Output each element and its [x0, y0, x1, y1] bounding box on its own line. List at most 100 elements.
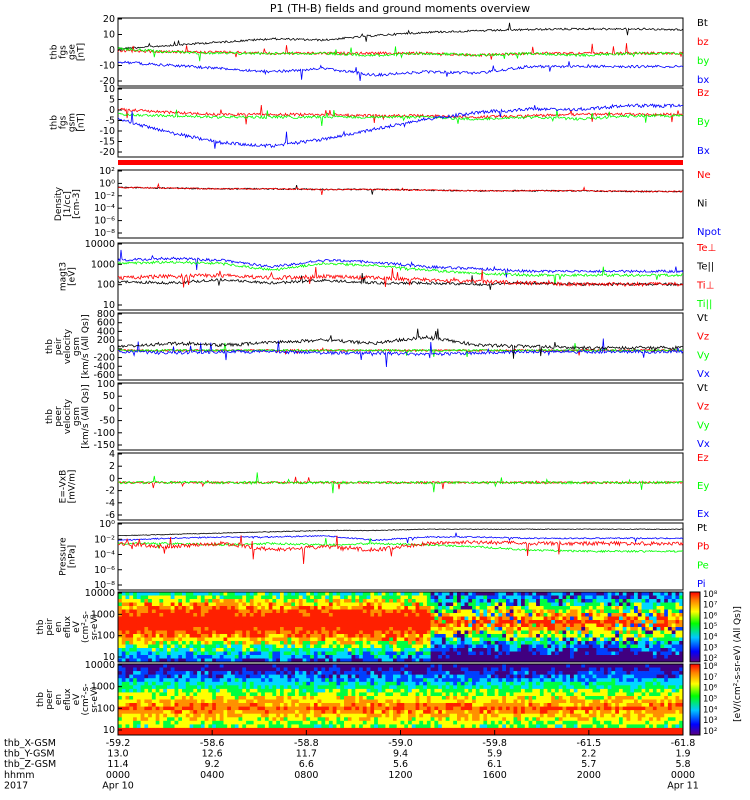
spectrogram-cell: [200, 674, 206, 679]
spectrogram-cell: [283, 720, 288, 725]
spectrogram-cell: [182, 713, 187, 718]
spectrogram-cell: [634, 616, 639, 621]
spectrogram-cell: [302, 655, 307, 659]
spectrogram-cell: [487, 606, 492, 610]
spectrogram-cell: [359, 658, 364, 663]
spectrogram-cell: [310, 592, 315, 596]
spectrogram-cell: [272, 688, 277, 693]
spectrogram-cell: [641, 599, 646, 603]
spectrogram-cell: [148, 678, 153, 683]
spectrogram-cell: [506, 595, 511, 600]
spectrogram-cell: [118, 620, 123, 624]
spectrogram-cell: [502, 627, 507, 631]
spectrogram-cell: [377, 616, 383, 621]
spectrogram-cell: [193, 710, 198, 714]
spectrogram-cell: [494, 637, 499, 642]
spectrogram-cell: [170, 613, 175, 617]
spectrogram-cell: [532, 627, 537, 631]
spectrogram-cell: [679, 616, 684, 621]
spectrogram-cell: [321, 674, 326, 679]
spectrogram-cell: [140, 703, 145, 707]
spectrogram-cell: [622, 606, 627, 610]
spectrogram-cell: [234, 674, 239, 679]
spectrogram-cell: [223, 706, 228, 711]
spectrogram-cell: [415, 720, 420, 725]
spectrogram-cell: [585, 630, 590, 635]
spectrogram-cell: [408, 724, 413, 729]
spectrogram-cell: [167, 599, 172, 603]
spectrogram-cell: [622, 616, 627, 621]
spectrogram-cell: [204, 692, 209, 697]
spectrogram-cell: [622, 602, 627, 607]
spectrogram-cell: [475, 609, 480, 614]
spectrogram-cell: [603, 658, 609, 663]
spectrogram-cell: [140, 706, 145, 711]
spectrogram-cell: [295, 634, 300, 638]
spectrogram-cell: [264, 720, 270, 725]
spectrogram-cell: [261, 667, 266, 672]
spectrogram-cell: [129, 637, 134, 642]
spectrogram-cell: [359, 616, 364, 621]
spectrogram-cell: [494, 641, 499, 645]
spectrogram-cell: [423, 681, 428, 686]
spectrogram-cell: [396, 644, 401, 649]
spectrogram-cell: [438, 644, 443, 649]
spectrogram-cell: [231, 724, 236, 729]
spectrogram-cell: [385, 731, 390, 736]
spectrogram-cell: [261, 627, 266, 631]
spectrogram-cell: [148, 696, 153, 700]
spectrogram-cell: [679, 648, 684, 652]
spectrogram-cell: [223, 696, 228, 700]
spectrogram-cell: [641, 630, 646, 635]
spectrogram-cell: [223, 613, 228, 617]
spectrogram-cell: [253, 620, 258, 624]
spectrogram-cell: [302, 706, 307, 711]
spectrogram-cell: [272, 637, 277, 642]
spectrogram-cell: [607, 616, 612, 621]
spectrogram-cell: [347, 627, 352, 631]
spectrogram-cell: [630, 637, 635, 642]
spectrogram-cell: [295, 592, 300, 596]
y-tick-label: 10⁰: [99, 178, 115, 189]
spectrogram-cell: [246, 641, 251, 645]
spectrogram-cell: [163, 692, 168, 697]
spectrogram-cell: [215, 727, 221, 732]
spectrogram-cell: [521, 602, 526, 607]
spectrogram-cell: [253, 651, 258, 656]
spectrogram-cell: [148, 685, 153, 690]
spectrogram-cell: [242, 613, 247, 617]
spectrogram-cell: [374, 630, 379, 635]
spectrogram-cell: [332, 727, 337, 732]
spectrogram-cell: [328, 678, 334, 683]
spectrogram-cell: [246, 678, 251, 683]
spectrogram-cell: [182, 674, 187, 679]
spectrogram-cell: [200, 703, 206, 707]
spectrogram-cell: [588, 655, 593, 659]
spectrogram-cell: [204, 627, 209, 631]
spectrogram-cell: [457, 655, 462, 659]
spectrogram-cell: [242, 606, 247, 610]
spectrogram-cell: [389, 630, 394, 635]
spectrogram-cell: [441, 674, 447, 679]
spectrogram-cell: [577, 644, 582, 649]
spectrogram-cell: [219, 606, 224, 610]
spectrogram-cell: [551, 658, 556, 663]
spectrogram-cell: [163, 599, 168, 603]
spectrogram-cell: [543, 616, 548, 621]
spectrogram-cell: [174, 637, 179, 642]
spectrogram-cell: [408, 613, 413, 617]
spectrogram-cell: [272, 692, 277, 697]
spectrogram-cell: [419, 623, 424, 628]
spectrogram-cell: [660, 641, 665, 645]
spectrogram-cell: [359, 630, 364, 635]
spectrogram-cell: [178, 606, 183, 610]
spectrogram-cell: [596, 627, 601, 631]
spectrogram-cell: [185, 706, 190, 711]
spectrogram-cell: [121, 710, 126, 714]
spectrogram-cell: [600, 592, 605, 596]
spectrogram-cell: [441, 731, 447, 736]
spectrogram-cell: [129, 727, 134, 732]
spectrogram-cell: [370, 664, 375, 668]
spectrogram-cell: [581, 599, 586, 603]
spectrogram-cell: [328, 720, 334, 725]
